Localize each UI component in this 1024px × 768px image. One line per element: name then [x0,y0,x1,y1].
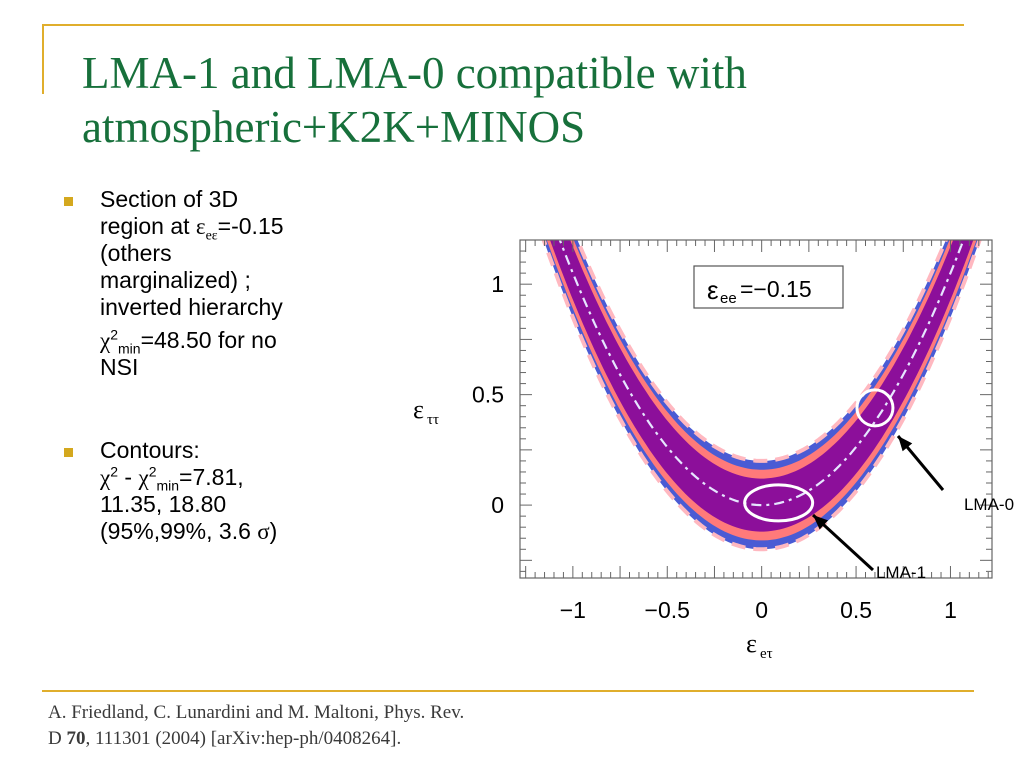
citation: A. Friedland, C. Lunardini and M. Malton… [48,700,768,752]
bullet2-line3: 11.35, 18.80 [100,491,227,517]
bullet-square-icon [64,197,73,206]
lma1-marker-ellipse [743,483,815,523]
dashed-boundary-lower [541,240,982,552]
lma1-label: LMA-1 [876,563,926,582]
citation-rest: , 111301 (2004) [arXiv:hep-ph/0408264]. [85,728,402,749]
lma0-label: LMA-0 [964,495,1014,514]
lma-markers: LMA-0 LMA-1 [743,388,1014,582]
annotation-subscript: ee [720,290,737,307]
x-tick-label: 0 [755,597,768,623]
contour-figure: −1 −0.5 0 0.5 1 0 0.5 1 ε ee =−0.15 ε ττ ε eτ L… [395,228,1015,668]
x-axis-label-text: ε [746,629,757,658]
x-tick-label: 1 [944,597,957,623]
lma0-arrow-head [898,436,913,452]
title-line-2: atmospheric+K2K+MINOS [82,102,586,152]
y-axis-label: ε ττ [413,395,439,428]
bullet2-line1: Contours: [100,437,200,463]
chi-superscript: 2 [110,326,119,343]
y-tick-label: 0.5 [472,382,504,408]
contour-region-99 [546,240,977,541]
lma1-arrow-head [813,515,829,530]
dashed-boundary-upper [575,240,949,463]
chi-superscript-2: 2 [148,463,157,480]
chi-symbol: χ [100,465,111,490]
y-axis-label-text: ε [413,395,424,424]
bullet1-line2-text: region at [100,213,196,239]
x-tick-label: −1 [560,597,586,623]
best-fit-curve [558,240,965,507]
x-tick-label: 0.5 [840,597,872,623]
epsilon-symbol: ε [195,214,206,239]
lma0-marker-circle [855,388,895,428]
x-axis-label-subscript: eτ [760,646,773,662]
contour-regions [541,240,982,552]
chi-superscript: 2 [110,463,119,480]
bullet-square-icon [64,448,73,457]
annotation-epsilon: ε [707,275,719,305]
bullet1-chi-line: χ2min=48.50 for no [100,326,382,357]
bullet1-line7: NSI [100,354,139,380]
bullet-contours: Contours: χ2 - χ2min=7.81, 11.35, 18.80 … [62,437,382,545]
slide-title: LMA-1 and LMA-0 compatible with atmosphe… [82,46,982,154]
closing-paren: ) [269,518,278,544]
epsilon-ee-box: ε ee =−0.15 [693,265,844,309]
bullet-section: Section of 3D region at εeε=-0.15 (other… [62,186,382,381]
title-line-1: LMA-1 and LMA-0 compatible with [82,48,747,98]
bullet1-line2: region at εeε=-0.15 [100,213,382,243]
bullet1-line4: marginalized) ; [100,267,251,293]
annotation-value: =−0.15 [740,276,812,302]
y-tick-label: 0 [491,492,504,518]
chi-symbol: χ [100,328,111,353]
chi-subscript-2: min [156,477,180,494]
top-frame-line [42,24,964,26]
epsilon-subscript: eε [205,228,218,244]
x-axis-label: ε eτ [746,629,773,662]
chi-subscript: min [118,340,141,357]
tick-labels: −1 −0.5 0 0.5 1 0 0.5 1 [472,271,957,623]
footer-divider [42,690,974,692]
bullet1-line1: Section of 3D [100,186,239,212]
citation-line-1: A. Friedland, C. Lunardini and M. Malton… [48,702,465,723]
citation-line-2: D 70, 111301 (2004) [arXiv:hep-ph/040826… [48,726,768,752]
left-frame-line [42,24,44,94]
chi-symbol-2: χ [138,465,149,490]
y-axis-label-subscript: ττ [427,412,439,428]
bullet1-line5: inverted hierarchy [100,294,283,320]
bullet-list: Section of 3D region at εeε=-0.15 (other… [62,186,382,545]
contour-region-95 [549,240,974,532]
bullet2-line4: (95%,99%, 3.6 σ) [100,518,382,545]
citation-volume: 70 [66,728,86,749]
confidence-levels-text: (95%,99%, 3.6 [100,518,258,544]
axis-ticks [520,239,992,578]
epsilon-value: =-0.15 [217,213,284,239]
bullet1-line3: (others [100,240,172,266]
annotation-box [693,265,844,309]
y-tick-label: 1 [491,271,504,297]
contour-plot: −1 −0.5 0 0.5 1 0 0.5 1 ε ee =−0.15 ε ττ ε eτ L… [413,239,1014,662]
citation-journal: D [48,728,67,749]
contour-value-1: =7.81, [179,464,244,490]
bullet2-chi-line: χ2 - χ2min=7.81, [100,463,382,494]
x-tick-label: −0.5 [645,597,690,623]
chi-min-value: =48.50 for no [140,327,277,353]
minus-text: - [118,464,139,490]
plot-frame [519,239,993,579]
sigma-symbol: σ [257,519,270,544]
